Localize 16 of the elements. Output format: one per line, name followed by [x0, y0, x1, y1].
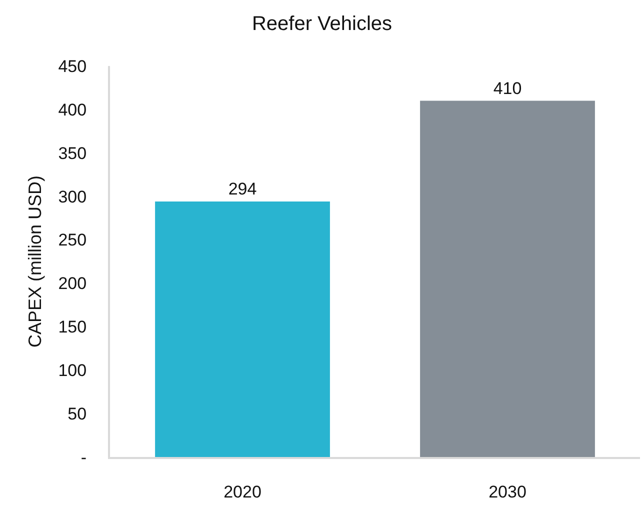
y-tick-label: 400: [58, 100, 87, 120]
data-label: 294: [228, 180, 257, 199]
y-tick-label: 250: [58, 230, 87, 250]
y-tick-label: 100: [58, 361, 87, 380]
y-tick-label: 350: [58, 144, 87, 163]
y-tick-label: 150: [58, 318, 87, 337]
y-tick-label: -: [80, 448, 87, 467]
data-label: 410: [493, 78, 522, 98]
y-tick-label: 50: [68, 404, 87, 424]
x-tick-label: 2020: [224, 482, 262, 502]
y-tick-label: 200: [58, 274, 87, 294]
y-tick-label: 300: [58, 187, 87, 206]
chart-title: Reefer Vehicles: [252, 12, 392, 35]
y-tick-label: 450: [58, 56, 87, 76]
y-axis-title: CAPEX (million USD): [24, 175, 45, 348]
x-tick-label: 2030: [488, 482, 526, 502]
